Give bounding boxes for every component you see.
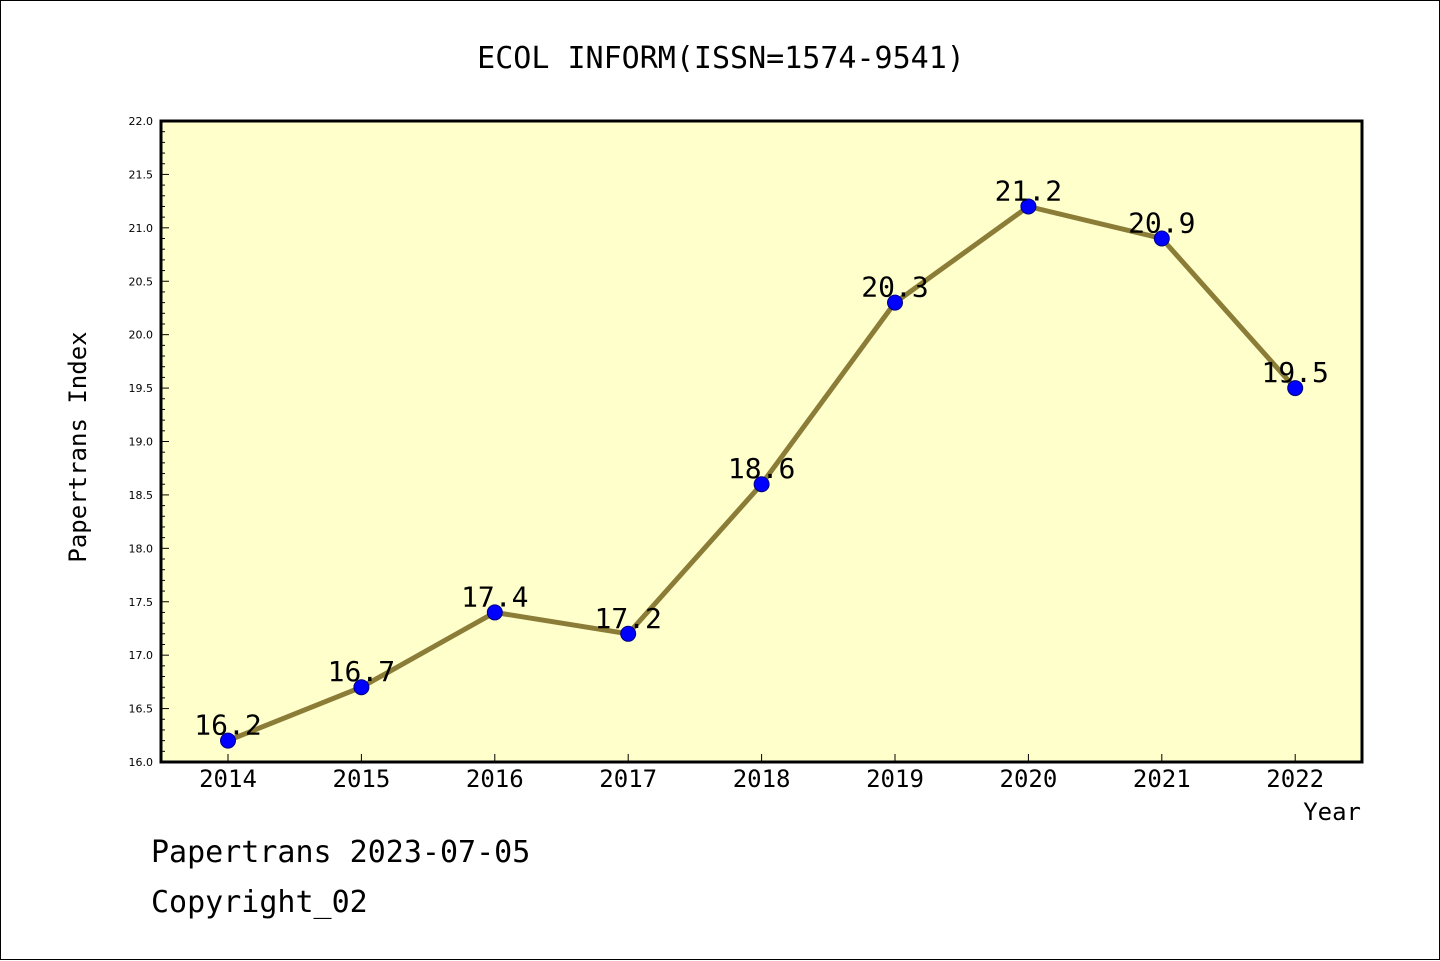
y-tick-label: 20.0 bbox=[129, 329, 154, 342]
x-tick-label: 2015 bbox=[333, 765, 391, 793]
y-tick-label: 19.0 bbox=[129, 436, 154, 449]
x-tick-label: 2020 bbox=[1000, 765, 1058, 793]
data-label: 17.2 bbox=[594, 602, 661, 635]
y-tick-label: 17.0 bbox=[129, 649, 154, 662]
data-point-marker bbox=[620, 625, 637, 642]
data-point-marker bbox=[486, 604, 503, 621]
y-tick-label: 16.5 bbox=[129, 703, 154, 716]
y-axis-ticks: 16.0 16.5 17.0 17.5 18.0 18.5 19.0 19.5 20.0 20.5… bbox=[129, 115, 169, 769]
y-tick-label: 21.0 bbox=[129, 222, 154, 235]
data-label: 19.5 bbox=[1261, 356, 1328, 389]
data-label: 17.4 bbox=[461, 580, 528, 613]
data-label: 16.2 bbox=[194, 709, 261, 742]
data-point-marker bbox=[887, 294, 903, 311]
x-tick-label: 2016 bbox=[466, 765, 524, 793]
y-tick-label: 16.0 bbox=[129, 756, 154, 769]
plot-area bbox=[161, 121, 1362, 762]
x-tick-label: 2019 bbox=[866, 765, 924, 793]
y-tick-label: 21.5 bbox=[129, 168, 154, 181]
data-labels: 16.2 16.7 17.4 17.2 18.6 20.3 21.2 20.9 19.5 bbox=[194, 174, 1329, 741]
plot-border bbox=[159, 119, 1364, 764]
data-point-marker bbox=[753, 476, 770, 493]
data-point-marker bbox=[353, 679, 370, 696]
y-tick-label: 17.5 bbox=[129, 596, 154, 609]
data-label: 20.9 bbox=[1128, 207, 1195, 240]
data-point-marker bbox=[1287, 380, 1304, 397]
y-tick-label: 18.0 bbox=[129, 542, 154, 555]
x-axis-label: Year bbox=[1303, 798, 1361, 826]
footer-copyright: Copyright_02 bbox=[151, 885, 368, 920]
chart-title: ECOL INFORM(ISSN=1574-9541) bbox=[477, 41, 965, 76]
y-axis-label: Papertrans Index bbox=[64, 331, 92, 562]
data-label: 16.7 bbox=[328, 655, 395, 688]
data-point-marker bbox=[1020, 198, 1037, 215]
x-tick-label: 2014 bbox=[199, 765, 257, 793]
x-tick-label: 2018 bbox=[733, 765, 791, 793]
y-tick-label: 18.5 bbox=[129, 489, 154, 502]
series-group bbox=[220, 198, 1304, 749]
y-tick-label: 22.0 bbox=[129, 115, 154, 128]
x-axis-ticks: 2014 2015 2016 2017 2018 2019 2020 2021 2022 bbox=[199, 754, 1324, 793]
data-label: 18.6 bbox=[728, 452, 795, 485]
x-tick-label: 2022 bbox=[1266, 765, 1324, 793]
data-point-marker bbox=[220, 732, 236, 749]
footer-date: Papertrans 2023-07-05 bbox=[151, 835, 531, 870]
y-tick-label: 20.5 bbox=[129, 275, 154, 288]
data-point-marker bbox=[1153, 230, 1170, 247]
x-tick-label: 2017 bbox=[599, 765, 657, 793]
data-label: 20.3 bbox=[861, 271, 928, 304]
x-tick-label: 2021 bbox=[1133, 765, 1191, 793]
y-tick-label: 19.5 bbox=[129, 382, 154, 395]
data-label: 21.2 bbox=[995, 174, 1062, 207]
